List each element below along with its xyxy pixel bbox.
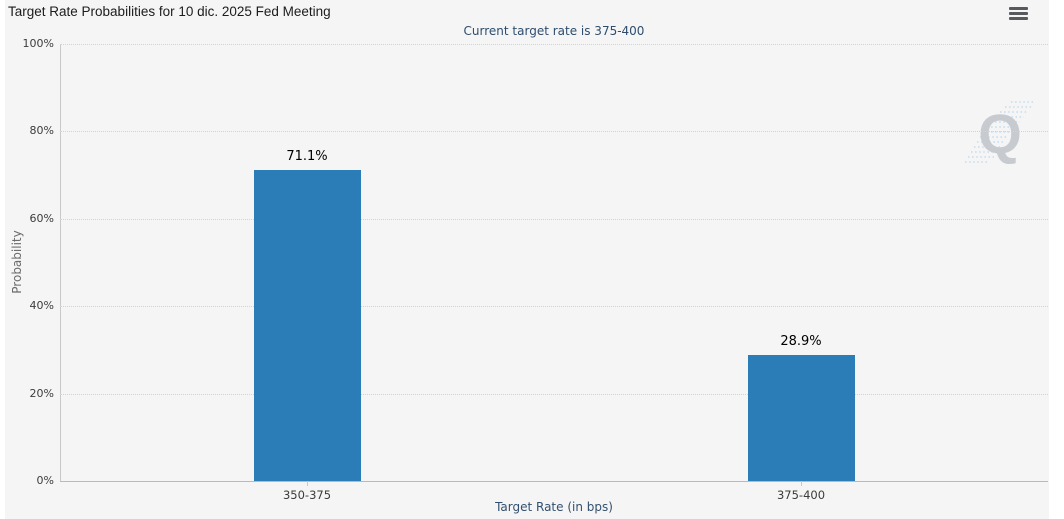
x-tick-label-350-375: 350-375 xyxy=(282,488,332,502)
x-axis-tick-375-400 xyxy=(801,481,802,486)
y-tick-label-40: 40% xyxy=(29,299,54,313)
bar-375-400[interactable] xyxy=(747,354,855,481)
gridline-60 xyxy=(60,218,1048,220)
chart-panel: Target Rate Probabilities for 10 dic. 20… xyxy=(5,0,1049,519)
y-tick-label-0: 0% xyxy=(36,474,54,487)
y-tick-label-80: 80% xyxy=(29,124,54,138)
gridline-100 xyxy=(60,44,1048,45)
x-tick-label-375-400: 375-400 xyxy=(776,488,826,502)
x-axis-title: Target Rate (in bps) xyxy=(495,500,613,514)
bar-value-label-350-375: 71.1% xyxy=(286,149,328,165)
y-tick-label-60: 60% xyxy=(29,211,54,225)
y-tick-label-20: 20% xyxy=(29,386,54,400)
y-axis-title: Probability xyxy=(10,230,24,294)
bar-value-label-375-400: 28.9% xyxy=(780,333,822,349)
x-axis-tick-350-375 xyxy=(307,481,308,486)
gridline-40 xyxy=(60,306,1048,308)
chart-title: Target Rate Probabilities for 10 dic. 20… xyxy=(8,4,331,19)
chart-subtitle: Current target rate is 375-400 xyxy=(463,24,645,38)
y-tick-label-100: 100% xyxy=(22,37,54,50)
hamburger-menu-icon[interactable] xyxy=(1009,7,1028,21)
gridline-80 xyxy=(60,131,1048,133)
bar-350-375[interactable] xyxy=(253,170,361,481)
x-axis-line xyxy=(60,481,1048,482)
watermark-letter: Q xyxy=(978,102,1022,165)
plot-area: Q 0% 20% 40% 60% 80% 100% 71.1% 350-375 28.9% 375… xyxy=(23,37,1048,502)
y-axis-line xyxy=(60,44,61,481)
gridline-20 xyxy=(60,393,1048,395)
